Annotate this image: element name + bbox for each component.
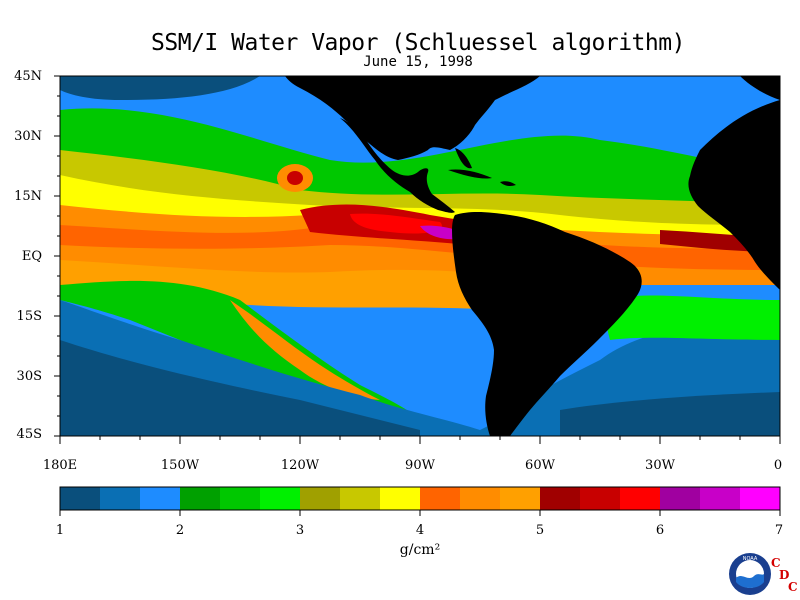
- colorbar-swatch: [180, 487, 221, 510]
- lat-tick-label: 45N: [14, 69, 42, 84]
- colorbar-tick-label: 3: [295, 523, 305, 538]
- colorbar-swatch: [60, 487, 101, 510]
- colorbar-tick-label: 6: [655, 523, 665, 538]
- lon-tick-label: 30W: [645, 458, 675, 473]
- cdc-letter-2: D: [779, 568, 790, 582]
- cdc-letter-1: C: [771, 556, 781, 570]
- colorbar-swatch: [700, 487, 741, 510]
- colorbar-swatch: [140, 487, 181, 510]
- colorbar-swatch: [340, 487, 381, 510]
- noaa-logo-text: NOAA: [743, 556, 758, 562]
- map-field: [60, 76, 780, 436]
- colorbar-swatch: [420, 487, 461, 510]
- colorbar-swatch: [580, 487, 621, 510]
- colorbar-tick-label: 2: [175, 523, 185, 538]
- noaa-logo[interactable]: NOAA: [728, 552, 772, 596]
- colorbar-swatch: [100, 487, 141, 510]
- lat-tick-label: 30S: [16, 369, 42, 384]
- lon-tick-label: 60W: [525, 458, 555, 473]
- colorbar: [59, 486, 781, 516]
- map-title: SSM/I Water Vapor (Schluessel algorithm): [151, 30, 685, 56]
- south-america: [452, 211, 642, 436]
- noaa-logo-wave: [736, 574, 764, 588]
- lon-tick-label: 180E: [42, 458, 78, 473]
- colorbar-swatch: [460, 487, 501, 510]
- colorbar-tick-label: 4: [415, 523, 425, 538]
- map-ticks: [54, 75, 781, 444]
- colorbar-swatch: [300, 487, 341, 510]
- colorbar-swatch: [660, 487, 701, 510]
- lon-tick-label: 120W: [280, 458, 320, 473]
- cdc-letter-3: C: [788, 580, 798, 594]
- africa: [688, 100, 780, 436]
- lon-tick-label: 150W: [160, 458, 200, 473]
- lat-tick-label: 15N: [14, 189, 42, 204]
- lat-tick-label: EQ: [21, 249, 42, 264]
- lat-tick-label: 45S: [16, 427, 42, 442]
- colorbar-swatch: [620, 487, 661, 510]
- lat-tick-label: 30N: [14, 129, 42, 144]
- colorbar-swatch: [260, 487, 301, 510]
- colorbar-tick-label: 5: [535, 523, 545, 538]
- lon-tick-label: 0: [773, 458, 783, 473]
- map-date: June 15, 1998: [363, 54, 473, 70]
- lat-tick-label: 15S: [16, 309, 42, 324]
- colorbar-swatch: [500, 487, 541, 510]
- central-america: [340, 118, 455, 213]
- colorbar-tick-label: 1: [55, 523, 65, 538]
- colorbar-tick-label: 7: [774, 523, 784, 538]
- colorbar-swatch: [220, 487, 261, 510]
- north-america: [285, 76, 540, 160]
- colorbar-swatch: [540, 487, 581, 510]
- colorbar-swatch: [740, 487, 781, 510]
- lon-tick-label: 90W: [405, 458, 435, 473]
- colorbar-unit: g/cm²: [399, 542, 441, 558]
- colorbar-swatch: [380, 487, 421, 510]
